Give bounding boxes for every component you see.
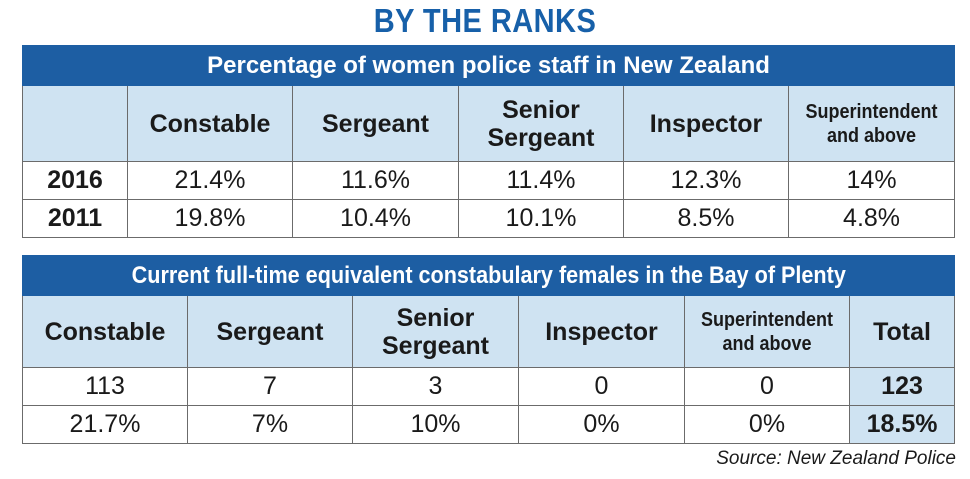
table1-cell: 14% bbox=[787, 161, 956, 200]
bay-of-plenty-table: Current full-time equivalent constabular… bbox=[21, 255, 956, 444]
table2-total-cell: 18.5% bbox=[848, 405, 956, 444]
table2-col-header-text: Senior Sergeant bbox=[382, 303, 489, 360]
table1-cell: 19.8% bbox=[127, 199, 293, 238]
table2-cell: 0% bbox=[518, 405, 685, 444]
table2-col-header-text: Superintendent and above bbox=[700, 308, 833, 355]
table1-cell: 8.5% bbox=[623, 199, 789, 238]
table1-col-header: Sergeant bbox=[292, 85, 459, 162]
table2-cell: 21.7% bbox=[22, 405, 188, 444]
table1-cell: 10.1% bbox=[458, 199, 624, 238]
table2-col-header: Sergeant bbox=[187, 295, 353, 368]
table2-col-header: Senior Sergeant bbox=[352, 295, 519, 368]
table1-cell: 4.8% bbox=[787, 199, 956, 238]
table2-title: Current full-time equivalent constabular… bbox=[21, 255, 956, 296]
source-credit: Source: New Zealand Police bbox=[716, 448, 956, 469]
table1-cell: 11.6% bbox=[292, 161, 459, 200]
main-title: BY THE RANKS bbox=[373, 2, 597, 39]
table2-title-text: Current full-time equivalent constabular… bbox=[131, 261, 846, 289]
table2-cell: 10% bbox=[352, 405, 519, 444]
table1-col-header-text: Senior Sergeant bbox=[487, 95, 595, 152]
table2-col-header: Inspector bbox=[518, 295, 685, 368]
table1-cell: 21.4% bbox=[127, 161, 293, 200]
table1-cell: 12.3% bbox=[623, 161, 789, 200]
table2-total-cell: 123 bbox=[848, 367, 956, 406]
national-percentage-table: Percentage of women police staff in New … bbox=[21, 45, 956, 238]
table1-cell: 10.4% bbox=[292, 199, 459, 238]
table1-col-header: Constable bbox=[127, 85, 293, 162]
table1-row-label: 2016 bbox=[22, 161, 128, 200]
table1-cell: 11.4% bbox=[458, 161, 624, 200]
table2-cell: 7 bbox=[187, 367, 353, 406]
table2-cell: 0 bbox=[684, 367, 850, 406]
table2-cell: 0% bbox=[684, 405, 850, 444]
table2-cell: 113 bbox=[22, 367, 188, 406]
table2-col-header: Total bbox=[848, 295, 956, 368]
table1-col-header-text: Superintendent and above bbox=[805, 100, 938, 147]
table1-col-header: Inspector bbox=[623, 85, 789, 162]
table2-col-header: Superintendent and above bbox=[684, 295, 850, 368]
table1-col-header: Senior Sergeant bbox=[458, 85, 624, 162]
table1-title: Percentage of women police staff in New … bbox=[21, 45, 956, 86]
table2-cell: 3 bbox=[352, 367, 519, 406]
table1-row-label: 2011 bbox=[22, 199, 128, 238]
table1-col-header: Superintendent and above bbox=[787, 85, 956, 162]
table1-corner-cell bbox=[22, 85, 128, 162]
table2-cell: 0 bbox=[518, 367, 685, 406]
table2-col-header: Constable bbox=[22, 295, 188, 368]
table2-cell: 7% bbox=[187, 405, 353, 444]
